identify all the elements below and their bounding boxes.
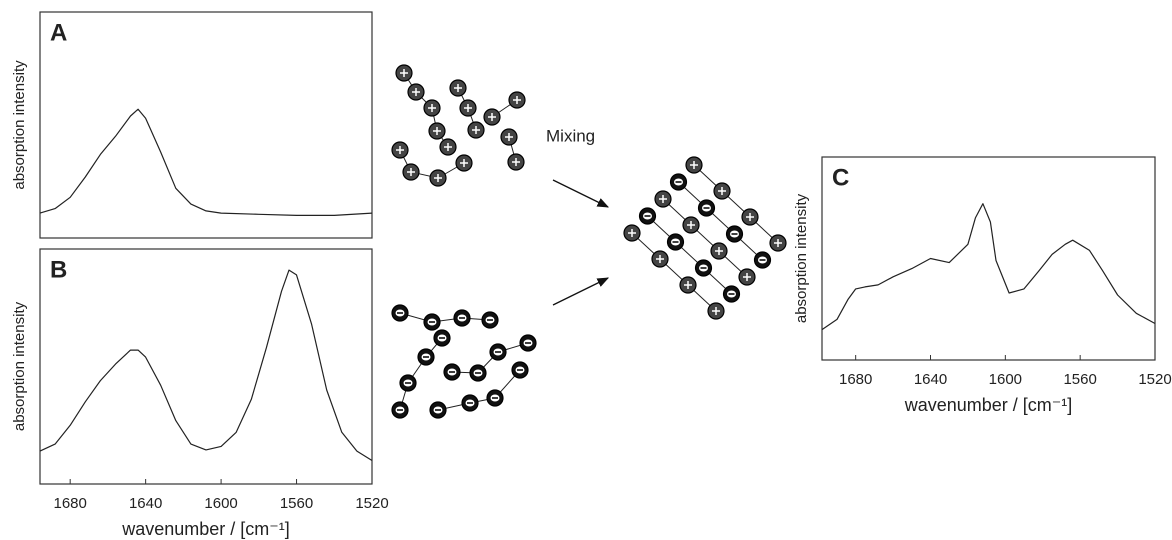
x-axis-label: wavenumber / [cm⁻¹] [904,395,1073,415]
panel-label: A [50,19,67,46]
x-tick-label: 1600 [204,495,237,512]
x-tick-label: 1680 [839,371,872,388]
x-tick-label: 1600 [989,371,1022,388]
x-tick-label: 1560 [1063,371,1096,388]
chain [399,337,443,411]
spectrum-line [821,203,1156,331]
chain [451,342,529,374]
panel-label: B [50,256,67,283]
panel-label: C [832,164,849,191]
arrow [552,277,610,306]
chain [399,312,491,323]
lattice-line [647,215,732,295]
chain [399,149,465,179]
x-tick-label: 1520 [1138,371,1171,388]
chain [437,369,521,411]
lattice-line [693,164,779,244]
y-axis-label: absorption intensity [793,193,810,323]
x-tick-label: 1640 [914,371,947,388]
spectrum-line [39,108,373,216]
plot-frame [821,156,1156,361]
molecule-diagram [391,64,787,419]
x-tick-label: 1680 [53,495,86,512]
lattice-line [662,198,748,278]
mixing-label: Mixing [546,126,595,145]
plot-frame [39,11,373,239]
spectrum-line [39,269,373,462]
x-tick-label: 1640 [129,495,162,512]
y-axis-label: absorption intensity [11,60,28,190]
x-axis-label: wavenumber / [cm⁻¹] [121,519,290,539]
x-tick-label: 1520 [355,495,388,512]
arrow [552,179,610,208]
lattice-line [678,181,763,261]
lattice-line [631,232,717,312]
plot-frame [39,248,373,485]
x-tick-label: 1560 [280,495,313,512]
y-axis-label: absorption intensity [11,301,28,431]
